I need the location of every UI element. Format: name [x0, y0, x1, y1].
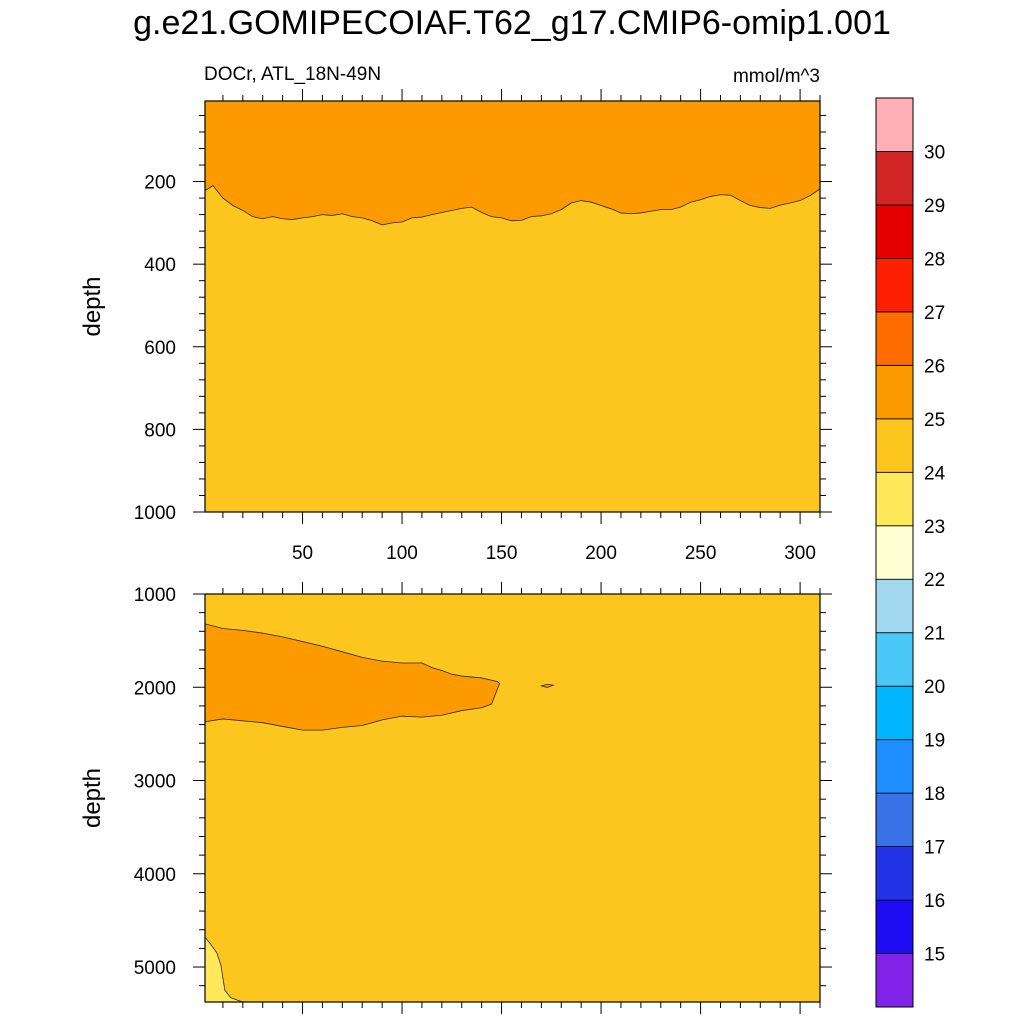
colorbar-swatch [875, 258, 914, 313]
colorbar-label: 19 [924, 731, 945, 752]
colorbar-swatch [875, 792, 914, 847]
colorbar-swatch [875, 899, 914, 954]
colorbar-label: 21 [924, 624, 945, 645]
colorbar-label: 24 [924, 463, 946, 484]
colorbar-swatch [875, 311, 914, 366]
x-tick-label: 200 [585, 543, 617, 564]
lower-panel: 1000 2000 3000 4000 5000 depth [79, 582, 832, 1014]
colorbar-label: 18 [924, 784, 945, 805]
colorbar-frame [875, 97, 914, 1008]
colorbar-swatch [875, 97, 914, 152]
upper-y-axis-label: depth [79, 276, 106, 336]
colorbar-label: 20 [924, 677, 945, 698]
colorbar-label: 29 [924, 196, 945, 217]
colorbar: 15 16 17 18 19 20 21 22 23 24 25 26 27 28 29 30 [875, 97, 946, 1008]
colorbar-swatch [875, 739, 914, 794]
y-tick-label: 2000 [134, 678, 176, 699]
units-label: mmol/m^3 [732, 66, 820, 87]
lower-frame [204, 593, 821, 1003]
upper-panel: 50 100 150 200 250 300 200 400 600 800 1000 depth [79, 89, 832, 564]
x-tick-label: 50 [292, 543, 313, 564]
x-tick-label: 150 [486, 543, 518, 564]
y-tick-label: 800 [144, 420, 176, 441]
chart-title: g.e21.GOMIPECOIAF.T62_g17.CMIP6-omip1.00… [133, 4, 891, 42]
colorbar-swatch [875, 418, 914, 473]
y-tick-label: 600 [144, 338, 176, 359]
upper-frame [204, 100, 821, 513]
x-tick-label: 100 [386, 543, 418, 564]
y-tick-label: 5000 [134, 958, 176, 979]
colorbar-label: 28 [924, 249, 945, 270]
colorbar-label: 15 [924, 945, 945, 966]
colorbar-label: 23 [924, 517, 945, 538]
y-tick-label: 1000 [134, 503, 176, 524]
colorbar-swatch [875, 525, 914, 580]
colorbar-swatch [875, 953, 914, 1008]
y-tick-label: 400 [144, 255, 176, 276]
colorbar-label: 17 [924, 838, 945, 859]
colorbar-label: 30 [924, 142, 945, 163]
colorbar-label: 25 [924, 410, 945, 431]
colorbar-swatch [875, 685, 914, 741]
lower-region-25-26 [204, 623, 501, 731]
colorbar-swatch [875, 151, 914, 206]
y-tick-label: 1000 [134, 585, 176, 606]
colorbar-swatch [875, 471, 914, 527]
x-tick-label: 250 [685, 543, 717, 564]
upper-region-25-26 [205, 101, 820, 225]
colorbar-swatch [875, 364, 914, 420]
colorbar-label: 22 [924, 570, 945, 591]
colorbar-swatch [875, 578, 914, 634]
y-tick-label: 3000 [134, 772, 176, 793]
variable-region-label: DOCr, ATL_18N-49N [204, 64, 382, 85]
colorbar-label: 16 [924, 891, 945, 912]
colorbar-label: 27 [924, 303, 945, 324]
colorbar-swatch [875, 846, 914, 901]
y-tick-label: 200 [144, 173, 176, 194]
colorbar-label: 26 [924, 356, 945, 377]
colorbar-swatch [875, 632, 914, 687]
lower-region-25-26 [539, 683, 555, 688]
colorbar-swatch [875, 204, 914, 259]
y-tick-label: 4000 [134, 865, 176, 886]
lower-y-axis-label: depth [79, 768, 106, 828]
upper-contour-line [204, 185, 821, 226]
x-tick-label: 300 [784, 543, 816, 564]
